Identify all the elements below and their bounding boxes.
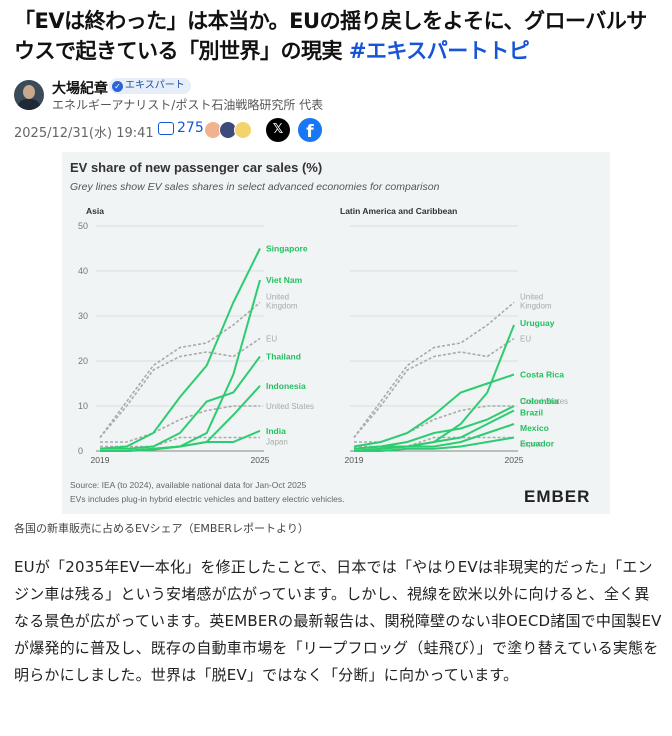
series-label-mexico: Mexico [520,423,549,433]
series-label-united-kingdom: Kingdom [520,302,552,311]
series-line-united-states [100,405,260,443]
chart-note: EVs includes plug-in hybrid electric veh… [70,494,345,504]
series-line-eu [99,337,261,439]
x-tick-label: 2019 [91,455,110,465]
series-label-japan: Japan [520,440,542,449]
series-line-costa-rica [353,373,515,448]
x-tick-label: 2019 [345,455,364,465]
panel-title-asia: Asia [86,206,104,216]
series-line-thailand [100,355,261,450]
series-line-eu [353,337,515,439]
figure-caption: 各国の新車販売に占めるEVシェア（EMBERレポートより） [14,522,309,535]
series-label-united-kingdom: United [266,293,289,302]
series-label-viet-nam: Viet Nam [266,275,303,285]
series-label-united-kingdom: United [520,293,543,302]
series-label-india: India [266,426,286,436]
series-label-indonesia: Indonesia [266,381,306,391]
publish-date: 2025/12/31(水) 19:41 [14,126,154,141]
check-icon: ✓ [112,80,123,92]
chart-subtitle: Grey lines show EV sales shares in selec… [70,181,440,193]
series-label-united-states: United States [520,397,568,406]
series-line-singapore [99,248,261,450]
series-label-costa-rica: Costa Rica [520,370,564,380]
series-label-singapore: Singapore [266,244,308,254]
title-text: 「EVは終わった」は本当か。EUの揺り戻しをよそに、グローバルサウスで起きている… [14,9,647,63]
comment-bubble-icon [158,121,174,135]
x-tick-label: 2025 [251,455,270,465]
series-line-mexico [353,423,515,452]
series-line-united-kingdom [353,301,515,438]
meta-row: 2025/12/31(水) 19:41 275 𝕏 f [14,118,664,144]
series-label-uruguay: Uruguay [520,318,555,328]
series-line-ecuador [354,436,515,452]
series-line-united-states [354,405,514,443]
author-name-link[interactable]: 大場紀章 [52,81,108,97]
series-label-united-states: United States [266,402,314,411]
y-tick-label: 30 [78,311,88,321]
author-avatar[interactable] [14,80,44,110]
chart-source: Source: IEA (to 2024), available nationa… [70,480,307,490]
series-line-united-kingdom [99,301,261,438]
reaction-icons[interactable] [204,121,252,139]
series-label-eu: EU [520,335,531,344]
author-row: 大場紀章 ✓ エキスパート エネルギーアナリスト/ポスト石油戦略研究所 代表 [14,78,664,114]
series-label-ecuador: Ecuador [520,439,555,449]
article-title: 「EVは終わった」は本当か。EUの揺り戻しをよそに、グローバルサウスで起きている… [14,6,664,66]
ev-share-chart: EV share of new passenger car sales (%) … [70,160,590,506]
chart-title: EV share of new passenger car sales (%) [70,160,322,175]
series-line-uruguay [353,324,515,450]
series-label-eu: EU [266,335,277,344]
y-tick-label: 0 [78,446,83,456]
series-line-brazil [353,409,515,452]
comment-count: 275 [177,120,204,136]
y-tick-label: 20 [78,356,88,366]
series-label-thailand: Thailand [266,352,301,362]
series-label-colombia: Colombia [520,396,559,406]
y-tick-label: 50 [78,221,88,231]
series-line-viet-nam [100,279,261,452]
author-description: エネルギーアナリスト/ポスト石油戦略研究所 代表 [52,98,324,112]
expert-badge: ✓ エキスパート [109,78,191,94]
comment-count-link[interactable]: 275 [158,120,204,136]
series-label-japan: Japan [266,438,288,447]
ember-logo: EMBER [524,487,590,506]
expert-badge-label: エキスパート [125,80,185,91]
series-line-india [100,429,261,452]
title-hashtag-link[interactable]: #エキスパートトピ [348,39,530,63]
y-tick-label: 40 [78,266,88,276]
series-line-japan [100,436,260,448]
article-body: EUが「2035年EV一本化」を修正したことで、日本では「やはりEVは非現実的だ… [14,558,662,684]
chart-figure: EV share of new passenger car sales (%) … [62,152,610,514]
share-x-button[interactable]: 𝕏 [266,118,290,142]
panel-title-latam: Latin America and Caribbean [340,206,457,216]
series-line-colombia [353,405,515,450]
x-tick-label: 2025 [505,455,524,465]
series-label-united-kingdom: Kingdom [266,302,298,311]
y-tick-label: 10 [78,401,88,411]
share-facebook-button[interactable]: f [298,118,322,142]
reaction-ok-icon [234,121,252,139]
series-label-brazil: Brazil [520,408,543,418]
